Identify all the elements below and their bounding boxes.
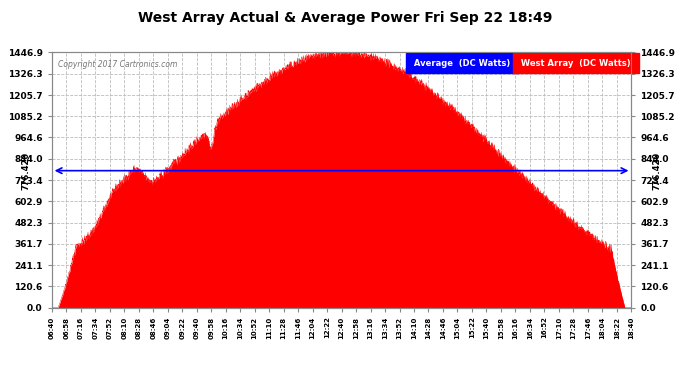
Text: West Array Actual & Average Power Fri Sep 22 18:49: West Array Actual & Average Power Fri Se… xyxy=(138,11,552,25)
Text: Copyright 2017 Cartronics.com: Copyright 2017 Cartronics.com xyxy=(57,60,177,69)
Text: 776.420: 776.420 xyxy=(653,152,662,190)
Text: 776.420: 776.420 xyxy=(21,152,30,190)
Text: West Array  (DC Watts): West Array (DC Watts) xyxy=(518,59,634,68)
Text: Average  (DC Watts): Average (DC Watts) xyxy=(411,59,513,68)
